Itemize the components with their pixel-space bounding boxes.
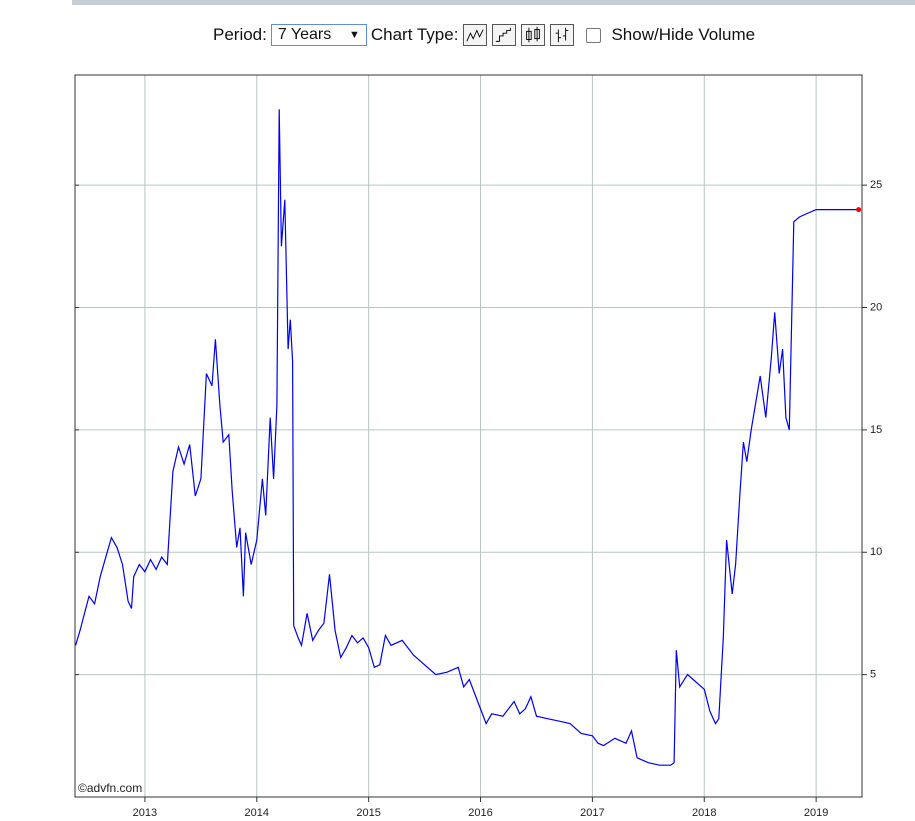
plot-frame: [74, 74, 863, 798]
volume-label: Show/Hide Volume: [611, 25, 756, 44]
x-tick-label: 2019: [804, 807, 828, 819]
period-value: 7 Years: [277, 26, 332, 43]
last-point: [856, 207, 862, 213]
dropdown-arrow: ▼: [348, 29, 360, 41]
period-select[interactable]: 7 Years ▼: [270, 24, 367, 46]
step-button[interactable]: [492, 24, 517, 46]
y-tick-label: 25: [870, 179, 882, 191]
controls: Period: 7 Years ▼ Chart Type: Show/Hide V…: [213, 22, 755, 48]
x-tick-label: 2013: [133, 807, 157, 819]
x-tick-label: 2018: [692, 807, 716, 819]
top-bar: [72, 0, 915, 5]
x-tick-label: 2014: [245, 807, 269, 819]
y-tick-label: 5: [870, 669, 876, 681]
period-label: Period:: [213, 25, 267, 44]
chart-type-label: Chart Type:: [370, 25, 459, 44]
x-tick-label: 2017: [580, 807, 604, 819]
price-line: [75, 109, 859, 766]
x-tick-label: 2016: [468, 807, 492, 819]
y-tick-label: 20: [870, 301, 882, 313]
x-tick-label: 2015: [356, 807, 380, 819]
y-tick-label: 15: [870, 424, 882, 436]
watermark: ©advfn.com: [78, 781, 142, 795]
ohlc-button[interactable]: [550, 24, 575, 46]
volume-checkbox[interactable]: [586, 27, 602, 43]
line-button[interactable]: [463, 24, 488, 46]
y-tick-label: 10: [870, 546, 882, 558]
candle-button[interactable]: [521, 24, 546, 46]
